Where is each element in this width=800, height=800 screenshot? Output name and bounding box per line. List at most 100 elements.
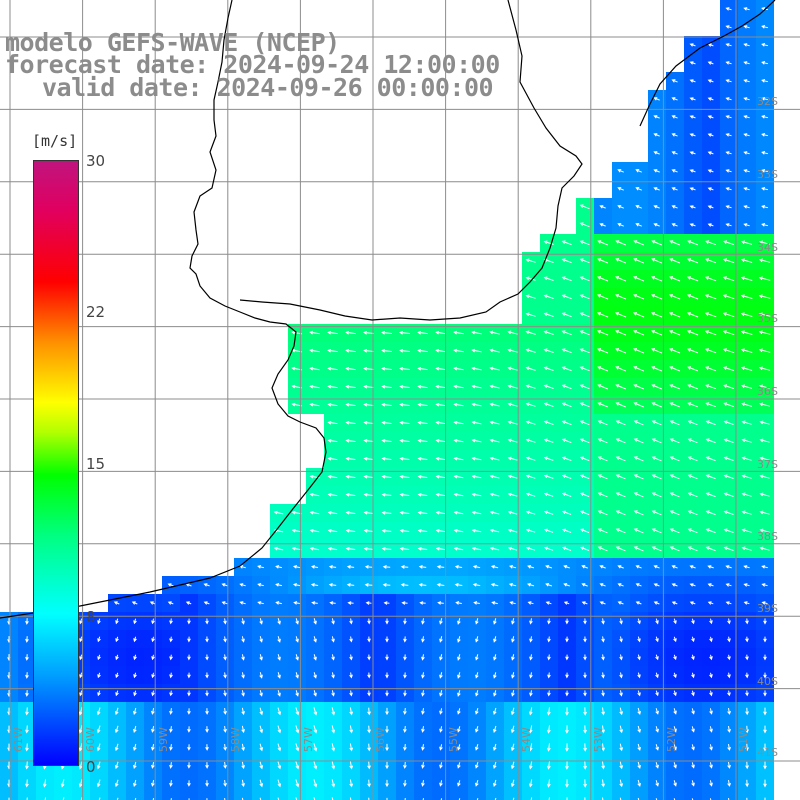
wind-cell — [522, 792, 540, 800]
wind-arrow — [291, 546, 302, 551]
wind-arrow — [475, 780, 479, 787]
wind-arrow — [453, 402, 464, 407]
wind-arrow — [525, 474, 536, 479]
wind-arrow — [367, 690, 371, 697]
wind-arrow — [439, 654, 443, 661]
wind-arrow — [509, 601, 516, 605]
wind-arrow — [277, 779, 282, 788]
wind-arrow — [399, 420, 410, 425]
wind-arrow — [722, 294, 735, 300]
wind-arrow — [689, 565, 696, 569]
wind-arrow — [653, 565, 660, 569]
wind-arrow — [615, 474, 626, 480]
wind-arrow — [745, 743, 749, 752]
wind-arrow — [328, 565, 337, 569]
wind-arrow — [547, 672, 551, 679]
wind-arrow — [651, 456, 662, 462]
wind-cell — [252, 792, 270, 800]
wind-arrow — [687, 474, 698, 480]
wind-arrow — [401, 601, 408, 605]
wind-arrow — [471, 402, 482, 407]
wind-cell — [90, 792, 108, 800]
wind-arrow — [404, 798, 406, 800]
wind-arrow — [241, 743, 245, 752]
wind-arrow — [561, 366, 572, 372]
wind-arrow — [417, 456, 428, 461]
wind-arrow — [673, 744, 677, 751]
wind-arrow — [421, 726, 425, 733]
wind-arrow — [709, 744, 713, 751]
wind-arrow — [381, 546, 392, 551]
wind-arrow — [493, 636, 497, 643]
wind-arrow — [740, 366, 753, 371]
wind-arrow — [385, 779, 389, 788]
wind-arrow — [490, 583, 499, 587]
wind-arrow — [546, 725, 551, 734]
wind-arrow — [743, 43, 750, 47]
wind-arrow — [633, 510, 644, 516]
wind-arrow — [525, 384, 536, 389]
lon-label-52w: 52W — [665, 727, 678, 752]
wind-arrow — [507, 384, 518, 389]
wind-arrow — [223, 780, 227, 787]
wind-arrow — [723, 402, 734, 408]
wind-arrow — [349, 797, 352, 800]
wind-arrow — [633, 438, 644, 444]
wind-arrow — [149, 601, 156, 605]
wind-arrow — [563, 565, 570, 569]
wind-arrow — [327, 384, 338, 389]
wind-arrow — [633, 258, 645, 264]
wind-arrow — [151, 654, 155, 661]
wind-arrow — [457, 654, 461, 661]
wind-arrow — [331, 743, 336, 752]
wind-arrow — [704, 294, 717, 300]
wind-arrow — [763, 672, 767, 679]
wind-arrow — [114, 761, 119, 770]
wind-arrow — [311, 601, 318, 605]
wind-arrow — [386, 797, 388, 800]
wind-arrow — [761, 79, 769, 83]
wind-arrow — [617, 169, 624, 173]
wind-arrow — [453, 330, 464, 335]
wind-arrow — [705, 528, 716, 534]
wind-arrow — [619, 797, 622, 800]
wind-arrow — [223, 726, 227, 733]
wind-arrow — [633, 546, 644, 552]
wind-arrow — [133, 690, 137, 697]
wind-arrow — [597, 420, 608, 426]
wind-cell — [630, 792, 648, 800]
wind-arrow — [723, 438, 734, 443]
wind-arrow — [689, 583, 696, 587]
wind-arrow — [471, 492, 482, 497]
wind-arrow — [133, 654, 137, 661]
wind-arrow — [689, 115, 696, 119]
wind-arrow — [489, 348, 500, 353]
wind-arrow — [475, 672, 479, 679]
wind-arrow — [709, 726, 713, 733]
wind-arrow — [651, 330, 663, 336]
wind-arrow — [346, 583, 355, 587]
wind-arrow — [25, 672, 29, 679]
lat-label-36s: 36S — [757, 385, 778, 398]
wind-arrow — [525, 510, 536, 515]
wind-arrow — [579, 420, 590, 426]
wind-arrow — [44, 797, 47, 800]
wind-arrow — [349, 690, 353, 697]
wind-arrow — [709, 708, 713, 715]
wind-arrow — [525, 366, 536, 371]
wind-arrow — [403, 672, 407, 679]
wind-arrow — [763, 725, 767, 734]
wind-arrow — [331, 690, 335, 697]
wind-arrow — [633, 276, 645, 282]
wind-arrow — [331, 654, 335, 661]
wind-arrow — [421, 744, 425, 751]
wind-arrow — [761, 565, 768, 569]
wind-arrow — [439, 744, 443, 751]
wind-arrow — [399, 528, 410, 533]
wind-arrow — [417, 402, 428, 407]
wind-arrow — [671, 133, 678, 137]
wind-arrow — [475, 744, 479, 751]
wind-arrow — [78, 779, 83, 788]
wind-arrow — [655, 798, 658, 800]
wind-arrow — [723, 474, 734, 479]
